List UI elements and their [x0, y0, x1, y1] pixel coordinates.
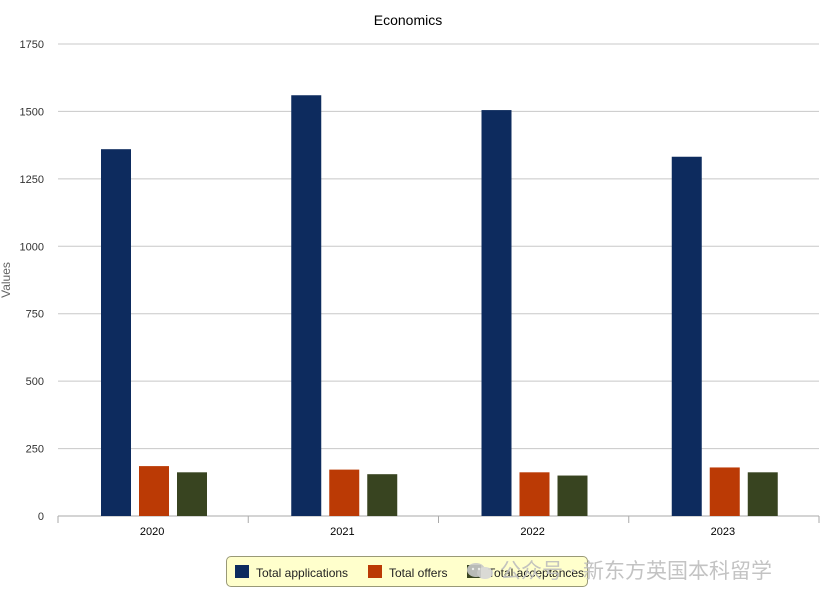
- legend-label: Total offers: [389, 566, 448, 580]
- watermark: 公众号 · 新东方英国本科留学: [466, 555, 773, 583]
- bar-total-acceptances-2022[interactable]: [557, 475, 588, 516]
- y-axis-ticks: 0 250 500 750 1000 1250 1500 1750: [20, 39, 44, 523]
- x-tick-label: 2021: [330, 526, 354, 538]
- y-axis-label: Values: [0, 262, 13, 298]
- x-axis: 2020 2021 2022 2023: [57, 516, 820, 538]
- x-tick-label: 2022: [520, 526, 544, 538]
- y-tick-label: 1500: [20, 106, 44, 118]
- legend-label: Total applications: [256, 566, 349, 580]
- legend: Total applications Total offers Total ac…: [226, 556, 588, 587]
- bar-total-offers-2023[interactable]: [709, 467, 740, 516]
- bar-total-applications-2021[interactable]: [291, 95, 322, 516]
- chart-title: Economics: [374, 12, 442, 28]
- y-tick-label: 500: [26, 376, 44, 388]
- bar-total-offers-2021[interactable]: [329, 469, 360, 516]
- y-tick-label: 1250: [20, 174, 44, 186]
- bars: [101, 95, 778, 516]
- y-tick-label: 750: [26, 309, 44, 321]
- bar-total-acceptances-2021[interactable]: [367, 474, 398, 516]
- bar-total-applications-2022[interactable]: [481, 110, 512, 516]
- bar-total-applications-2020[interactable]: [101, 149, 131, 516]
- bar-total-applications-2023[interactable]: [671, 156, 702, 516]
- x-tick-label: 2020: [140, 526, 164, 538]
- legend-swatch: [368, 565, 382, 578]
- x-tick-label: 2023: [711, 526, 735, 538]
- y-tick-label: 1750: [20, 39, 44, 51]
- legend-label: Total acceptances: [488, 566, 585, 580]
- legend-swatch: [235, 565, 249, 578]
- watermark-text: 公众号 · 新东方英国本科留学: [500, 559, 773, 583]
- grid-lines: [58, 43, 819, 517]
- wechat-icon: [467, 563, 493, 579]
- y-tick-label: 0: [38, 511, 44, 523]
- bar-total-offers-2020[interactable]: [139, 466, 169, 516]
- bar-total-offers-2022[interactable]: [519, 472, 550, 516]
- y-tick-label: 1000: [20, 241, 44, 253]
- y-tick-label: 250: [26, 444, 44, 456]
- bar-total-acceptances-2020[interactable]: [177, 472, 207, 516]
- bar-total-acceptances-2023[interactable]: [747, 472, 778, 516]
